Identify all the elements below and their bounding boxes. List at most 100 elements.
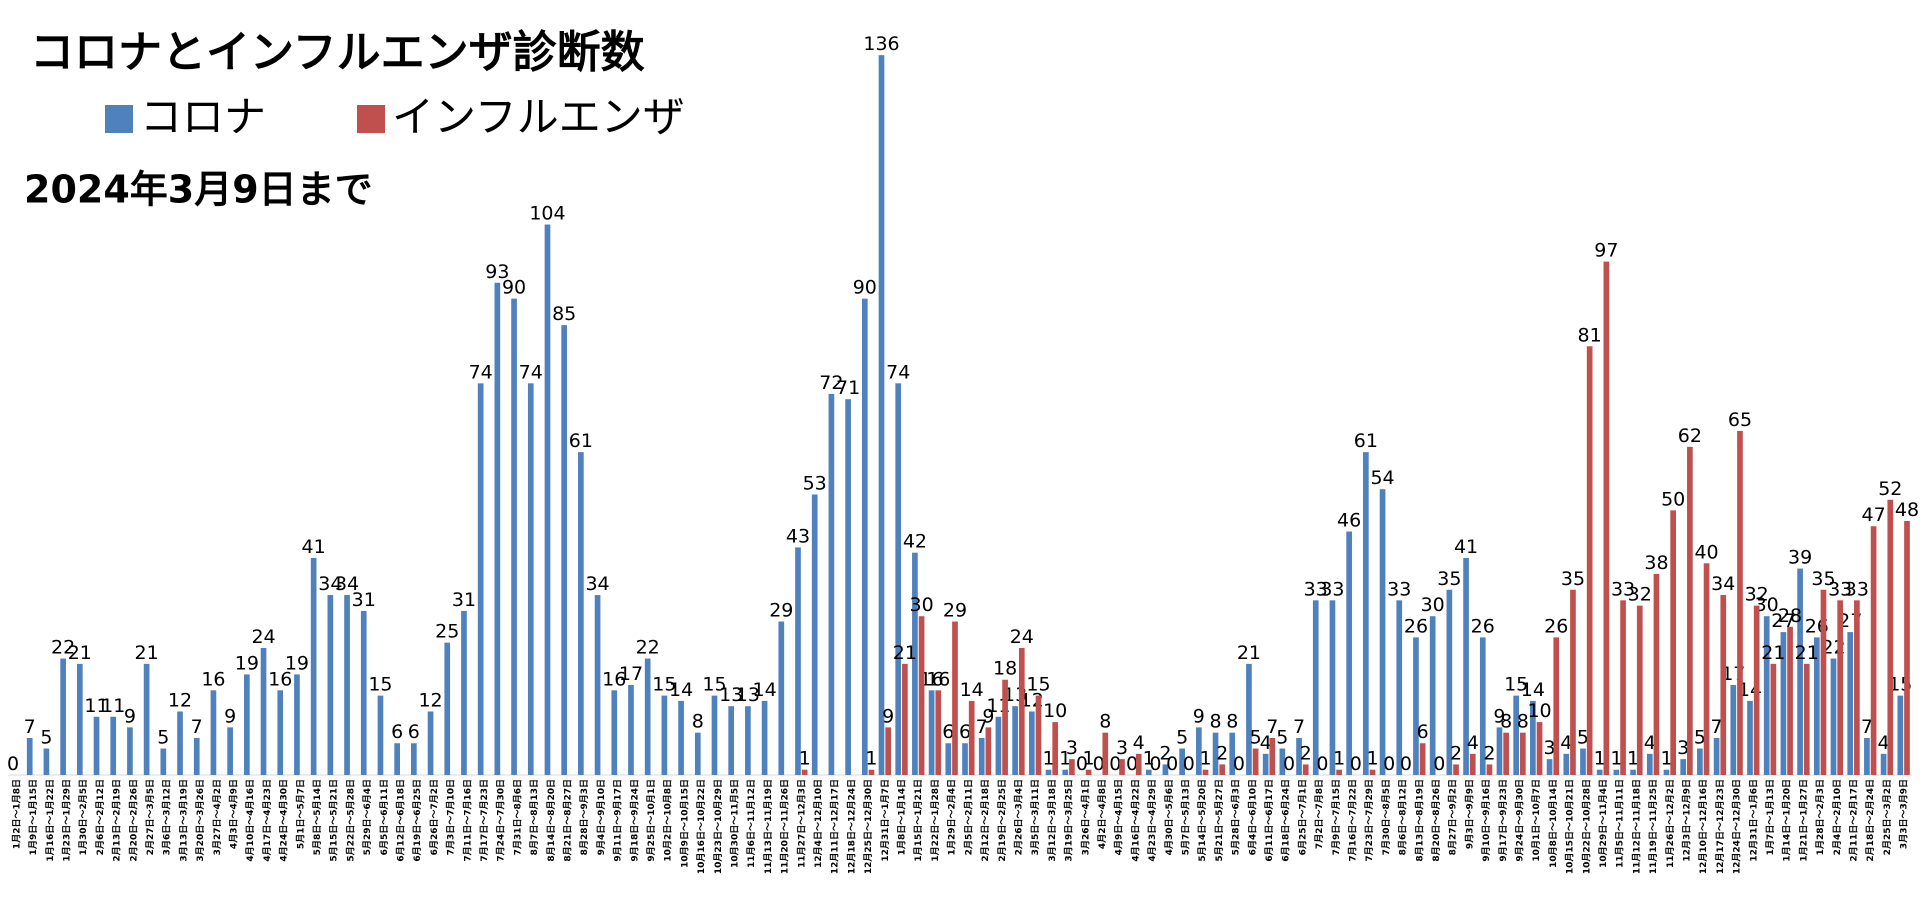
bar: [1336, 769, 1342, 775]
data-label: 6: [391, 721, 403, 743]
data-label: 33: [1828, 578, 1852, 600]
data-label: 1: [1042, 748, 1054, 770]
bar: [1753, 605, 1760, 775]
data-label: 74: [469, 361, 493, 383]
bar: [1536, 722, 1543, 775]
bar: [1486, 764, 1493, 775]
x-tick-label: 10月8日〜10月14日: [1548, 779, 1559, 868]
x-tick-label: 8月14日〜8月20日: [546, 779, 557, 862]
x-tick-label: 2月6日〜2月12日: [95, 779, 106, 855]
bar: [828, 393, 835, 775]
data-label: 16: [201, 668, 225, 690]
data-label: 50: [1661, 488, 1685, 510]
bar: [1780, 632, 1787, 775]
x-tick-label: 9月3日〜9月9日: [1464, 779, 1475, 849]
bar: [1162, 764, 1169, 775]
x-tick-label: 8月20日〜8月26日: [1431, 779, 1442, 862]
bar: [110, 716, 117, 775]
legend-label: コロナ: [140, 93, 266, 142]
data-label: 74: [886, 361, 910, 383]
data-label: 6: [942, 721, 954, 743]
x-tick-label: 2月27日〜3月5日: [145, 779, 156, 855]
bar: [962, 743, 968, 775]
bar: [1546, 759, 1553, 775]
x-tick-label: 7月3日〜7月10日: [446, 779, 457, 855]
bar: [411, 743, 417, 775]
bar: [1830, 658, 1837, 775]
data-label: 17: [619, 663, 643, 685]
bar: [1837, 600, 1844, 775]
bar: [1630, 769, 1636, 775]
bar: [1069, 759, 1075, 775]
bar: [912, 552, 918, 775]
data-label: 8: [1209, 711, 1221, 733]
data-label: 54: [1370, 467, 1394, 489]
data-label: 0: [1433, 753, 1445, 775]
bar: [1219, 764, 1226, 775]
data-label: 1: [1366, 748, 1378, 770]
x-tick-label: 4月17日〜4月23日: [262, 779, 273, 862]
x-tick-label: 6月19日〜6月25日: [412, 779, 423, 862]
x-tick-label: 3月5日〜3月11日: [1030, 779, 1041, 855]
data-label: 34: [318, 573, 342, 595]
x-tick-label: 8月28日〜9月3日: [579, 779, 590, 855]
x-tick-label: 7月11日〜7月16日: [462, 779, 473, 862]
data-label: 30: [909, 594, 933, 616]
data-label: 15: [652, 674, 676, 696]
bar: [1713, 737, 1720, 775]
x-tick-label: 2月5日〜2月11日: [963, 779, 974, 855]
data-label: 8: [1226, 711, 1238, 733]
bar: [1870, 526, 1877, 775]
x-tick-label: 10月23日〜10月29日: [713, 779, 724, 874]
bar: [761, 700, 768, 775]
data-label: 15: [1504, 674, 1528, 696]
x-tick-label: 7月23日〜7月29日: [1364, 779, 1375, 862]
data-label: 15: [368, 674, 392, 696]
bar: [1787, 626, 1793, 775]
data-label: 104: [529, 203, 565, 225]
x-tick-label: 7月2日〜7月8日: [1314, 779, 1325, 849]
data-label: 12: [418, 689, 442, 711]
x-tick-label: 7月30日〜8月5日: [1381, 779, 1392, 855]
data-label: 32: [1745, 584, 1769, 606]
bar: [60, 658, 66, 775]
bar: [928, 690, 935, 775]
x-tick-label: 6月26日〜7月2日: [429, 779, 440, 855]
data-label: 22: [636, 637, 660, 659]
x-tick-label: 11月27日〜12月3日: [796, 779, 807, 868]
bar: [1052, 722, 1059, 775]
data-label: 7: [1266, 716, 1278, 738]
data-label: 3: [1066, 737, 1078, 759]
bar: [210, 690, 217, 775]
x-tick-label: 7月9日〜7月15日: [1331, 779, 1342, 855]
x-tick-label: 5月29日〜6月4日: [362, 779, 373, 855]
x-tick-label: 7月24日〜7月30日: [496, 779, 507, 862]
bar: [1703, 563, 1710, 775]
data-label: 7: [1293, 716, 1305, 738]
data-label: 5: [1276, 727, 1288, 749]
data-label: 29: [943, 600, 967, 622]
bar: [1803, 663, 1810, 775]
data-label: 31: [452, 589, 476, 611]
data-label: 26: [1544, 615, 1568, 637]
x-tick-label: 12月31日〜1月6日: [1748, 779, 1759, 862]
bar: [1570, 589, 1576, 775]
bar: [878, 55, 885, 775]
data-label: 10: [1043, 700, 1067, 722]
x-tick-label: 6月11日〜6月17日: [1264, 779, 1275, 862]
x-tick-label: 2月19日〜2月25日: [997, 779, 1008, 862]
bar: [1813, 637, 1820, 775]
data-label: 4: [1560, 732, 1572, 754]
data-label: 7: [24, 716, 36, 738]
x-tick-label: 11月19日〜11月25日: [1648, 779, 1659, 874]
data-label: 8: [1099, 711, 1111, 733]
bar: [1419, 743, 1426, 775]
bar: [294, 674, 300, 775]
x-tick-label: 4月16日〜4月22日: [1130, 779, 1141, 862]
data-label: 30: [1755, 594, 1779, 616]
data-label: 5: [1250, 727, 1262, 749]
x-tick-label: 6月12日〜6月18日: [395, 779, 406, 862]
data-label: 0: [7, 753, 19, 775]
bar: [1429, 616, 1436, 775]
